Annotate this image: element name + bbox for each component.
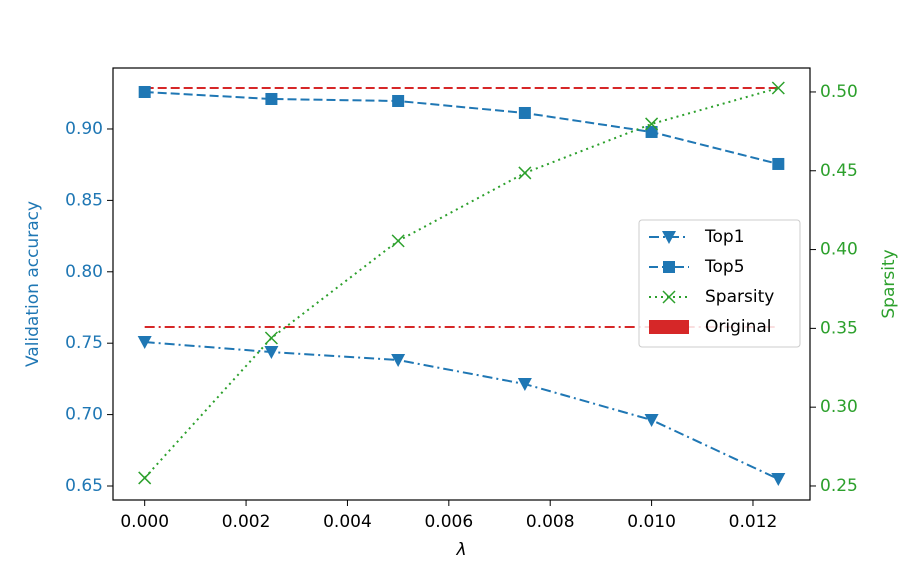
marker xyxy=(517,378,532,392)
x-axis-label: λ xyxy=(455,540,466,560)
y-tick-label: 0.80 xyxy=(65,262,103,282)
plot-frame xyxy=(112,67,811,501)
marker xyxy=(772,157,785,170)
x-tick-label: 0.006 xyxy=(424,512,473,532)
legend-label: Original xyxy=(705,317,772,337)
series-line xyxy=(144,90,779,165)
y2-axis-label: Sparsity xyxy=(879,249,899,318)
legend: Top1 Top5 Sparsity Original xyxy=(638,219,801,348)
y2-tick-label: 0.35 xyxy=(820,318,858,338)
marker xyxy=(645,125,658,138)
marker xyxy=(265,92,278,105)
marker xyxy=(771,473,786,487)
legend-label: Sparsity xyxy=(705,287,774,307)
x-tick-label: 0.012 xyxy=(729,512,778,532)
marker xyxy=(662,290,676,304)
y-tick-label: 0.90 xyxy=(65,119,103,139)
series-line xyxy=(143,87,779,479)
marker xyxy=(645,117,659,131)
marker xyxy=(662,231,676,244)
y-tick-label: 0.65 xyxy=(65,476,103,496)
legend-label: Top1 xyxy=(704,227,745,247)
marker xyxy=(518,106,531,119)
y-tick-label: 0.70 xyxy=(65,405,103,425)
x-tick-label: 0.010 xyxy=(627,512,676,532)
marker xyxy=(518,166,532,180)
marker xyxy=(663,261,675,273)
marker xyxy=(644,414,659,428)
y-tick-label: 0.75 xyxy=(65,333,103,353)
legend-patch xyxy=(649,320,689,334)
marker xyxy=(391,354,406,368)
legend-box xyxy=(638,219,801,348)
y2-tick-label: 0.25 xyxy=(820,476,858,496)
x-tick-label: 0.002 xyxy=(222,512,271,532)
x-tick-label: 0.004 xyxy=(323,512,372,532)
y2-tick-label: 0.40 xyxy=(820,240,858,260)
marker xyxy=(138,85,151,98)
marker xyxy=(138,471,152,485)
marker xyxy=(771,81,785,95)
x-tick-label: 0.000 xyxy=(120,512,169,532)
y-tick-label: 0.85 xyxy=(65,190,103,210)
marker xyxy=(391,234,405,248)
x-tick-label: 0.008 xyxy=(526,512,575,532)
y2-tick-label: 0.45 xyxy=(820,161,858,181)
y-axis-label: Validation accuracy xyxy=(23,201,43,367)
marker xyxy=(137,336,152,350)
marker xyxy=(264,331,278,345)
marker xyxy=(392,94,405,107)
legend-label: Top5 xyxy=(704,257,745,277)
y2-tick-label: 0.50 xyxy=(820,82,858,102)
series-line xyxy=(144,341,779,480)
y2-tick-label: 0.30 xyxy=(820,397,858,417)
marker xyxy=(264,346,279,360)
